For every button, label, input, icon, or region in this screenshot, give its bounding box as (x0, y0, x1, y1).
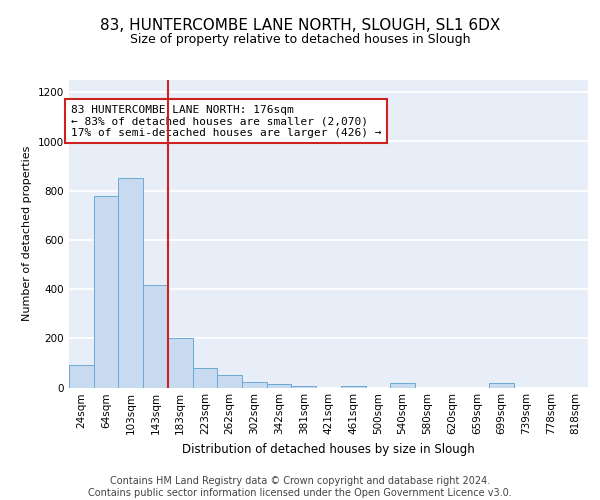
Text: Contains HM Land Registry data © Crown copyright and database right 2024.
Contai: Contains HM Land Registry data © Crown c… (88, 476, 512, 498)
Bar (193, 368, 217, 388)
Bar (292, 386, 316, 388)
Bar (267, 384, 292, 388)
Bar (242, 382, 267, 388)
Bar (168, 338, 193, 388)
Bar (94, 196, 118, 388)
Bar (118, 178, 143, 388)
Bar (489, 383, 514, 388)
X-axis label: Distribution of detached houses by size in Slough: Distribution of detached houses by size … (182, 443, 475, 456)
Text: 83, HUNTERCOMBE LANE NORTH, SLOUGH, SL1 6DX: 83, HUNTERCOMBE LANE NORTH, SLOUGH, SL1 … (100, 18, 500, 32)
Bar (69, 366, 94, 388)
Bar (390, 383, 415, 388)
Bar (143, 286, 168, 388)
Bar (341, 386, 365, 388)
Bar (217, 375, 242, 388)
Text: 83 HUNTERCOMBE LANE NORTH: 176sqm
← 83% of detached houses are smaller (2,070)
1: 83 HUNTERCOMBE LANE NORTH: 176sqm ← 83% … (71, 104, 382, 138)
Text: Size of property relative to detached houses in Slough: Size of property relative to detached ho… (130, 32, 470, 46)
Y-axis label: Number of detached properties: Number of detached properties (22, 146, 32, 322)
